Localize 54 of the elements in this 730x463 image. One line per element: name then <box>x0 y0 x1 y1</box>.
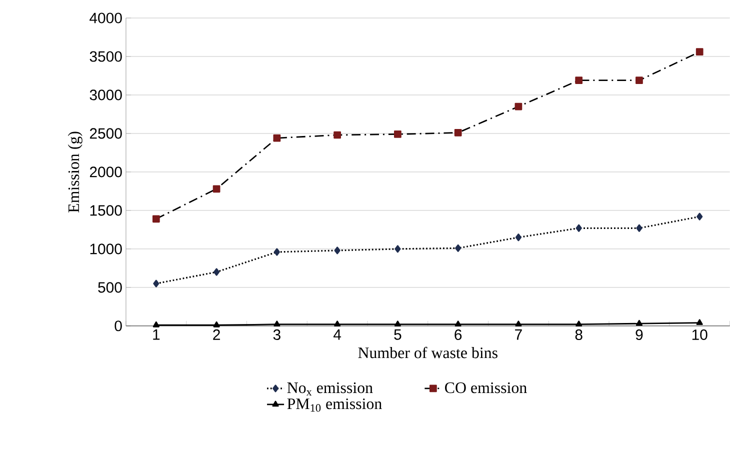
point <box>152 215 160 223</box>
point <box>394 245 401 253</box>
point <box>274 248 280 256</box>
point <box>152 322 160 328</box>
x-axis-title: Number of waste bins <box>358 346 498 358</box>
point <box>576 224 582 232</box>
point <box>515 234 522 242</box>
x-tick-label: 2 <box>213 329 220 340</box>
point <box>394 320 401 327</box>
point <box>334 246 340 254</box>
point <box>515 320 522 327</box>
point <box>636 76 643 84</box>
point <box>273 134 281 142</box>
point <box>696 48 704 56</box>
point <box>334 320 341 327</box>
x-tick-label: 3 <box>273 329 280 340</box>
x-tick-label: 4 <box>334 329 342 340</box>
x-tick-label: 5 <box>394 329 402 340</box>
point <box>576 320 582 327</box>
y-tick-label: 3500 <box>90 51 122 62</box>
point <box>394 130 402 138</box>
y-tick-label: 1500 <box>90 205 122 216</box>
point <box>455 244 462 252</box>
point <box>212 185 220 193</box>
y-tick-label: 1000 <box>90 244 122 254</box>
point <box>274 320 280 327</box>
x-tick-label: 7 <box>515 329 522 340</box>
point <box>454 129 462 136</box>
y-tick-label: 2500 <box>90 128 122 139</box>
y-tick-label: 0 <box>114 320 122 332</box>
legend-label: PM$_{10}$ emission <box>287 398 382 412</box>
x-tick-label: 9 <box>636 329 643 340</box>
point <box>153 280 160 288</box>
y-axis-title: Emission (g) <box>68 132 82 212</box>
point <box>636 224 642 232</box>
point <box>696 212 703 220</box>
point <box>454 320 462 327</box>
x-tick-label: 6 <box>454 329 462 340</box>
legend-label: No$_{x}$ emission <box>287 382 373 396</box>
point <box>214 268 220 276</box>
point <box>334 131 341 139</box>
point <box>636 320 643 326</box>
y-tick-label: 2000 <box>90 166 122 178</box>
y-tick-label: 3000 <box>90 90 122 100</box>
point <box>696 319 703 326</box>
y-tick-label: 500 <box>98 282 122 293</box>
legend-label: CO emission <box>445 382 527 394</box>
x-tick-label: 8 <box>575 329 582 340</box>
point <box>575 76 583 84</box>
x-tick-label: 1 <box>153 329 160 340</box>
point <box>213 322 220 328</box>
y-tick-label: 4000 <box>90 12 122 24</box>
point <box>514 102 522 110</box>
x-tick-label: 10 <box>692 329 708 340</box>
